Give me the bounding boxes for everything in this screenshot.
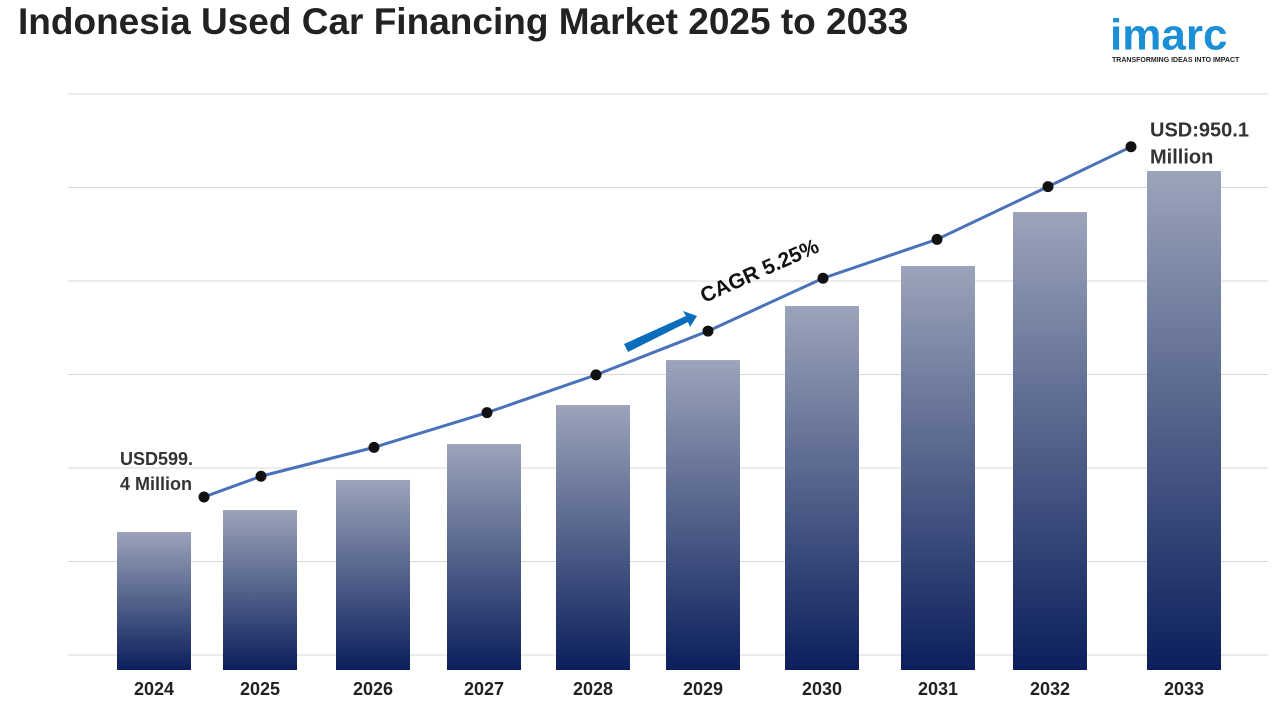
logo: imarc: [1110, 11, 1227, 60]
x-tick-label: 2025: [240, 679, 280, 699]
trend-line: [203, 145, 1132, 499]
bar: [901, 265, 975, 670]
trend-point: [198, 491, 210, 503]
bar: [117, 531, 191, 670]
start-label: USD599.: [120, 449, 193, 469]
bar: [1013, 212, 1087, 671]
x-tick-label: 2027: [464, 679, 504, 699]
trend-point: [931, 233, 943, 245]
bar: [336, 479, 410, 670]
x-tick-label: 2024: [134, 679, 174, 699]
start-label: 4 Million: [120, 474, 192, 494]
bar: [223, 510, 297, 670]
x-tick-label: 2028: [573, 679, 613, 699]
x-tick-label: 2033: [1164, 679, 1204, 699]
x-tick-label: 2026: [353, 679, 393, 699]
bar: [785, 306, 859, 670]
cagr-label: CAGR 5.25%: [697, 235, 823, 308]
bar: [447, 444, 521, 670]
x-tick-label: 2032: [1030, 679, 1070, 699]
trend-point: [590, 369, 602, 381]
end-label: USD:950.1: [1150, 119, 1249, 141]
trend-point: [255, 470, 267, 482]
chart-title: Indonesia Used Car Financing Market 2025…: [18, 1, 908, 42]
trend-point: [1125, 141, 1137, 153]
cagr-arrow: [624, 311, 697, 352]
logo-tagline: TRANSFORMING IDEAS INTO IMPACT: [1112, 57, 1240, 64]
bar: [1147, 170, 1221, 671]
bar: [556, 405, 630, 670]
trend-point: [368, 441, 380, 453]
trend-point: [817, 272, 829, 284]
end-label: Million: [1150, 146, 1213, 168]
bar: [666, 360, 740, 670]
trend-point: [702, 325, 714, 337]
trend-point: [481, 407, 493, 419]
x-tick-label: 2031: [918, 679, 958, 699]
x-tick-label: 2029: [683, 679, 723, 699]
x-tick-label: 2030: [802, 679, 842, 699]
trend-point: [1042, 181, 1054, 193]
